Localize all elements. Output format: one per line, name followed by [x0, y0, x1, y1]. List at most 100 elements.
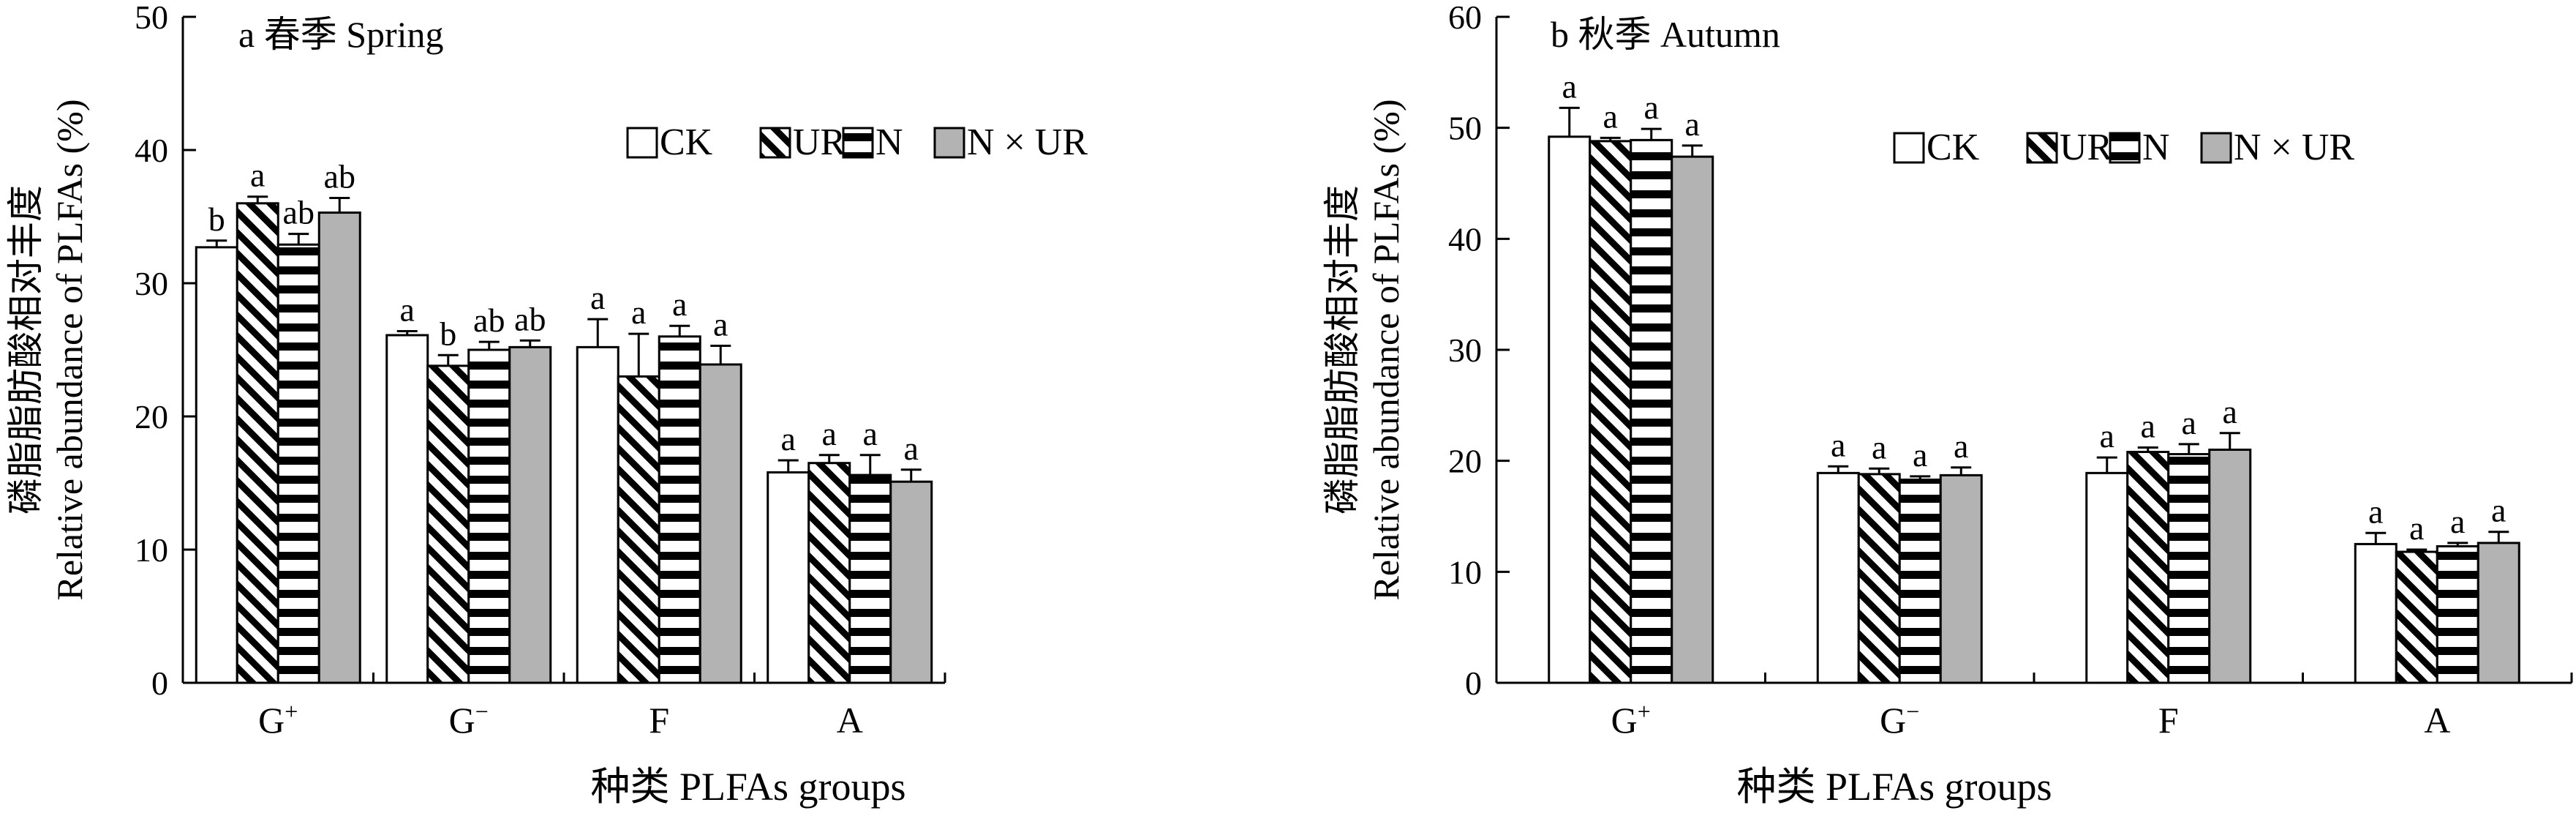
bar — [1898, 478, 1942, 684]
legend-swatch — [2026, 132, 2058, 164]
legend-label: N — [875, 121, 903, 163]
x-tick-label: G+ — [1611, 698, 1651, 741]
significance-letter: a — [631, 293, 646, 331]
y-axis-label-cn: 磷脂脂肪酸相对丰度 — [1322, 185, 1363, 514]
bar — [658, 335, 701, 684]
bar — [317, 212, 361, 684]
significance-letter: a — [1685, 105, 1700, 143]
legend-item: N × UR — [2200, 127, 2354, 168]
y-axis-label-en: Relative abundance of PLFAs (%) — [49, 100, 90, 601]
legend-label: N × UR — [2234, 127, 2354, 168]
y-tick-label: 10 — [1448, 553, 1482, 591]
bar — [576, 345, 619, 684]
legend-swatch — [2109, 132, 2141, 164]
legend-item: N — [842, 121, 903, 163]
bar — [2126, 451, 2170, 684]
legend-item: N × UR — [933, 121, 1088, 163]
x-axis-label: 种类 PLFAs groups — [590, 765, 905, 809]
significance-letter: a — [2182, 404, 2196, 441]
legend-swatch — [1893, 132, 1925, 164]
significance-letter: a — [2141, 407, 2155, 444]
bar — [426, 364, 470, 684]
significance-letter: a — [2491, 492, 2506, 529]
y-tick-label: 40 — [135, 132, 168, 169]
significance-letter: ab — [324, 158, 355, 195]
x-tick-label: F — [649, 700, 669, 741]
x-tick-label: A — [2424, 700, 2450, 741]
x-tick-label: G− — [449, 698, 489, 741]
significance-letter: a — [2368, 493, 2383, 530]
bar — [2167, 453, 2211, 684]
bar — [848, 473, 892, 684]
legend-label: CK — [1927, 127, 1980, 168]
bar — [467, 348, 511, 684]
bar — [2208, 449, 2252, 684]
x-axis-label: 种类 PLFAs groups — [1736, 765, 2052, 809]
bar — [2477, 542, 2520, 684]
significance-letter: a — [1831, 426, 1845, 463]
legend: CK UR N N × UR — [626, 121, 1088, 163]
bar — [2395, 550, 2438, 684]
significance-letter: a — [1603, 97, 1618, 135]
x-tick-label: F — [2158, 700, 2179, 741]
legend-item: N — [2109, 127, 2170, 168]
significance-letter: a — [863, 415, 878, 452]
y-tick-label: 20 — [1448, 443, 1482, 480]
significance-letter: a — [590, 279, 605, 316]
y-tick-label: 10 — [135, 531, 168, 569]
bar — [767, 471, 810, 684]
bar — [1939, 473, 1983, 684]
legend-swatch — [933, 127, 965, 159]
bar — [1548, 135, 1592, 684]
significance-letter: ab — [514, 300, 546, 337]
significance-letter: a — [781, 420, 796, 457]
significance-letter: a — [2100, 417, 2114, 454]
legend-swatch — [2200, 132, 2232, 164]
legend-label: UR — [793, 121, 846, 163]
legend-label: UR — [2060, 127, 2113, 168]
y-tick-label: 0 — [151, 665, 168, 702]
legend-label: N — [2142, 127, 2170, 168]
y-tick-label: 30 — [1448, 332, 1482, 369]
significance-letter: ab — [283, 194, 315, 231]
y-tick-label: 0 — [1465, 665, 1482, 702]
bar — [698, 363, 742, 684]
bar — [195, 246, 238, 684]
y-tick-label: 30 — [135, 265, 168, 302]
significance-letter: b — [208, 201, 225, 238]
y-tick-label: 20 — [135, 398, 168, 435]
legend-swatch — [626, 127, 658, 159]
bar — [889, 480, 933, 684]
legend-swatch — [759, 127, 791, 159]
legend: CK UR N N × UR — [1893, 127, 2354, 168]
x-tick-label: A — [837, 700, 863, 741]
bar — [807, 462, 851, 684]
significance-letter: a — [713, 306, 728, 343]
significance-letter: a — [2223, 393, 2237, 430]
significance-letter: a — [1562, 67, 1577, 105]
bar — [2354, 542, 2398, 684]
bar — [276, 243, 320, 684]
significance-letter: a — [822, 415, 837, 452]
significance-letter: a — [250, 157, 265, 194]
legend-item: CK — [626, 121, 713, 163]
panel-title: b 秋季 Autumn — [1551, 14, 1780, 55]
y-tick-label: 50 — [135, 0, 168, 36]
significance-letter: a — [1954, 427, 1968, 465]
bar — [236, 202, 279, 684]
significance-letter: a — [2450, 503, 2465, 540]
significance-letter: a — [1644, 89, 1659, 126]
y-tick-label: 40 — [1448, 220, 1482, 258]
significance-letter: a — [1913, 436, 1927, 473]
significance-letter: a — [2409, 509, 2424, 547]
y-tick-label: 60 — [1448, 0, 1482, 36]
significance-letter: b — [440, 315, 456, 352]
bar — [1589, 140, 1632, 684]
y-axis-label-cn: 磷脂脂肪酸相对丰度 — [5, 185, 46, 514]
panel-title: a 春季 Spring — [238, 14, 444, 55]
bar — [2436, 544, 2479, 684]
legend-item: CK — [1893, 127, 1980, 168]
bar — [617, 375, 660, 684]
